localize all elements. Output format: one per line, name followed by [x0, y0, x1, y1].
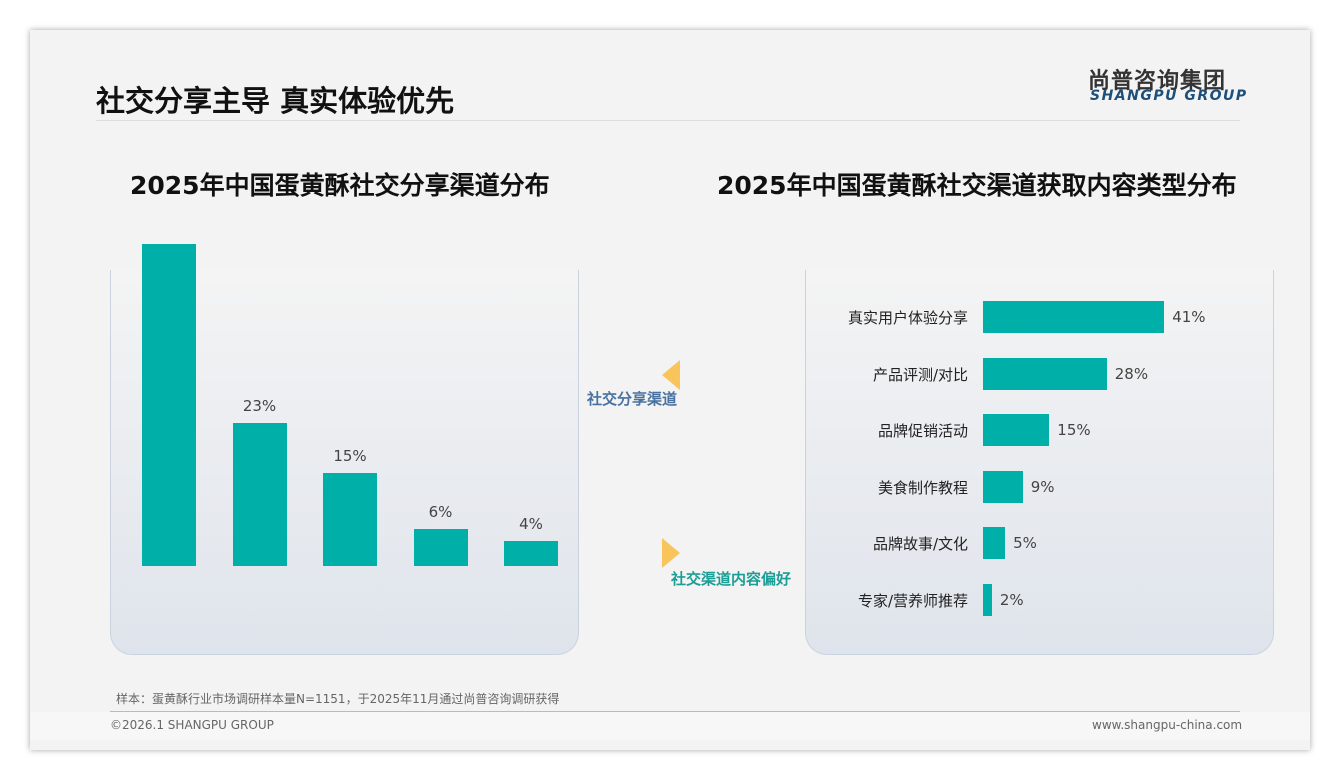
data-label: 23% [242, 397, 277, 416]
data-label: 4% [519, 515, 543, 534]
data-label: 5% [1013, 534, 1037, 553]
slide: 社交分享主导 真实体验优先 尚普咨询集团 SHANGPU GROUP 2025年… [30, 30, 1310, 750]
data-label: 15% [1057, 421, 1091, 440]
right-chart-title: 2025年中国蛋黄酥社交渠道获取内容类型分布 [717, 171, 1237, 200]
data-label: 2% [999, 591, 1024, 609]
bar [983, 470, 1023, 503]
bar [142, 243, 196, 566]
right-arrow-label: 社交渠道内容偏好 [671, 570, 792, 588]
y-tick-label: 真实用户体验分享 [847, 309, 968, 327]
arrow-left-icon [662, 360, 680, 390]
logo-cn: 尚普咨询集团 [1088, 69, 1227, 94]
y-tick-label: 品牌故事/文化 [872, 535, 968, 554]
bar [983, 414, 1050, 447]
data-label: 9% [1030, 477, 1055, 496]
bar [983, 527, 1006, 560]
logo-en: SHANGPU GROUP [1090, 88, 1248, 104]
bar [413, 528, 468, 566]
bar [983, 584, 992, 616]
bar [983, 301, 1165, 333]
y-tick-label: 产品评测/对比 [872, 365, 968, 384]
right-chart-panel [805, 270, 1274, 655]
bar [504, 541, 558, 566]
bar [232, 423, 287, 566]
footer-bar [30, 712, 1310, 740]
left-arrow-label: 社交分享渠道 [587, 390, 678, 408]
y-tick-label: 品牌促销活动 [877, 422, 968, 441]
page-title: 社交分享主导 真实体验优先 [96, 84, 455, 118]
sample-note: 样本：蛋黄酥行业市场调研样本量N=1151，于2025年11月通过尚普咨询调研获… [116, 692, 560, 706]
data-label: 6% [428, 502, 453, 521]
arrow-right-icon [662, 538, 680, 568]
y-tick-label: 专家/营养师推荐 [857, 592, 968, 610]
copyright: ©2026.1 SHANGPU GROUP [110, 718, 274, 732]
left-chart-title: 2025年中国蛋黄酥社交分享渠道分布 [130, 171, 550, 200]
website-link[interactable]: www.shangpu-china.com [1092, 718, 1243, 732]
footer-divider [110, 711, 1240, 712]
data-label: 41% [1172, 308, 1206, 326]
y-tick-label: 美食制作教程 [877, 478, 968, 497]
divider [96, 120, 1240, 121]
data-label: 28% [1114, 364, 1149, 383]
bar [323, 473, 377, 566]
bar [983, 357, 1107, 390]
data-label: 15% [333, 447, 367, 465]
